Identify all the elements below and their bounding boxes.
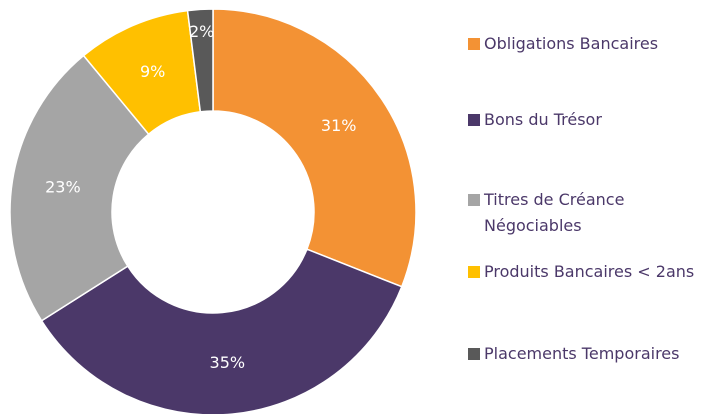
legend-item: Bons du Trésor bbox=[468, 107, 708, 133]
legend-swatch bbox=[468, 114, 480, 126]
legend-label: Placements Temporaires bbox=[484, 344, 680, 363]
data-label: 9% bbox=[140, 62, 165, 81]
donut: 31% 35% 23% 9% 2% bbox=[9, 8, 417, 414]
legend-swatch bbox=[468, 194, 480, 206]
donut-segment bbox=[186, 8, 214, 113]
legend-item: Placements Temporaires bbox=[468, 341, 708, 367]
legend-swatch bbox=[468, 266, 480, 278]
legend-label: Obligations Bancaires bbox=[484, 34, 659, 53]
data-label: 2% bbox=[189, 22, 214, 41]
legend-label: Bons du Trésor bbox=[484, 110, 602, 129]
donut-segment bbox=[40, 248, 403, 414]
legend-item: Obligations Bancaires bbox=[468, 31, 708, 57]
data-label: 23% bbox=[45, 178, 81, 197]
legend-swatch bbox=[468, 348, 480, 360]
legend-label: Produits Bancaires < 2ans bbox=[484, 262, 695, 281]
legend-item: Titres de Créance Négociables bbox=[468, 187, 708, 239]
legend-swatch bbox=[468, 38, 480, 50]
data-label: 35% bbox=[210, 353, 246, 372]
donut-segment bbox=[212, 8, 417, 288]
legend-item: Produits Bancaires < 2ans bbox=[468, 259, 708, 285]
data-label: 31% bbox=[321, 116, 357, 135]
donut-segment bbox=[9, 54, 150, 322]
legend-label: Titres de Créance Négociables bbox=[484, 190, 625, 235]
